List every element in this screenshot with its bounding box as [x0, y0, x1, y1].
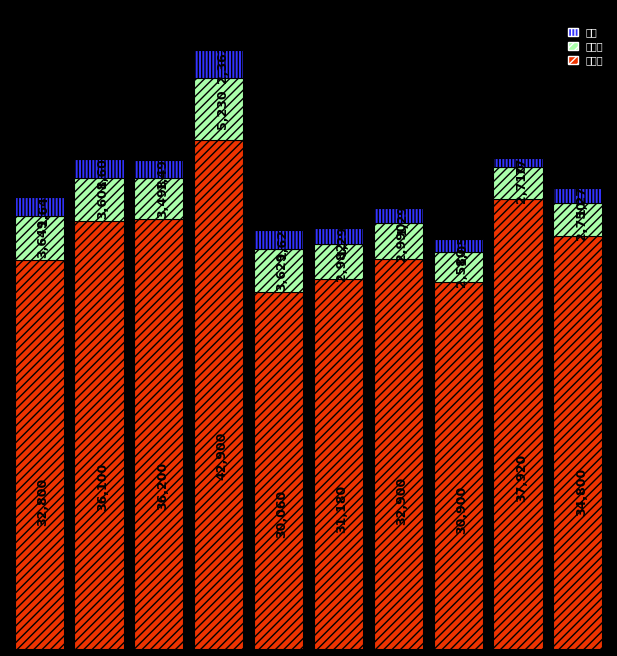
Text: 34,800: 34,800: [575, 468, 588, 516]
Text: 5,230: 5,230: [216, 89, 229, 129]
Bar: [15, 216, 64, 260]
Bar: [434, 239, 482, 252]
Bar: [434, 282, 482, 649]
Text: 30,900: 30,900: [455, 486, 468, 534]
Text: 36,100: 36,100: [96, 462, 109, 510]
Bar: [553, 203, 602, 236]
Text: 1,299: 1,299: [395, 195, 408, 235]
Text: 1,298: 1,298: [336, 216, 349, 256]
Text: 1,649: 1,649: [36, 187, 49, 226]
Text: 37,920: 37,920: [515, 454, 528, 502]
Text: 3,608: 3,608: [96, 180, 109, 219]
Text: 1,275: 1,275: [575, 176, 588, 216]
Text: 32,800: 32,800: [36, 478, 49, 525]
Bar: [494, 199, 542, 649]
Bar: [15, 197, 64, 216]
Text: 2,750: 2,750: [575, 200, 588, 239]
Bar: [254, 230, 303, 249]
Text: 2,362: 2,362: [216, 44, 229, 83]
Bar: [254, 293, 303, 649]
Text: 771: 771: [515, 149, 528, 175]
Text: 2,982: 2,982: [336, 241, 349, 281]
Bar: [194, 50, 243, 77]
Bar: [314, 228, 363, 243]
Bar: [75, 159, 123, 178]
Text: 30,060: 30,060: [276, 489, 289, 538]
Text: 3,498: 3,498: [156, 179, 169, 218]
Bar: [135, 160, 183, 178]
Bar: [494, 167, 542, 199]
Text: 1,058: 1,058: [455, 226, 468, 265]
Bar: [374, 258, 423, 649]
Bar: [314, 279, 363, 649]
Bar: [75, 220, 123, 649]
Text: 1,608: 1,608: [96, 148, 109, 188]
Text: 1,629: 1,629: [276, 220, 289, 259]
Text: 31,180: 31,180: [336, 485, 349, 533]
Bar: [434, 252, 482, 282]
Text: 36,200: 36,200: [156, 462, 169, 510]
Legend: 病気, 不登校, その他: 病気, 不登校, その他: [565, 24, 606, 68]
Bar: [194, 140, 243, 649]
Text: 32,900: 32,900: [395, 477, 408, 525]
Bar: [15, 260, 64, 649]
Text: 2,580: 2,580: [455, 247, 468, 287]
Bar: [374, 223, 423, 258]
Bar: [75, 178, 123, 220]
Text: 3,649: 3,649: [36, 218, 49, 258]
Text: 2,990: 2,990: [395, 221, 408, 260]
Text: 42,900: 42,900: [216, 432, 229, 480]
Bar: [135, 220, 183, 649]
Bar: [314, 243, 363, 279]
Bar: [553, 236, 602, 649]
Bar: [135, 178, 183, 220]
Bar: [494, 157, 542, 167]
Text: 3,629: 3,629: [276, 251, 289, 291]
Text: 1,498: 1,498: [156, 149, 169, 189]
Bar: [254, 249, 303, 293]
Bar: [553, 188, 602, 203]
Bar: [374, 208, 423, 223]
Bar: [194, 77, 243, 140]
Text: 2,710: 2,710: [515, 163, 528, 203]
